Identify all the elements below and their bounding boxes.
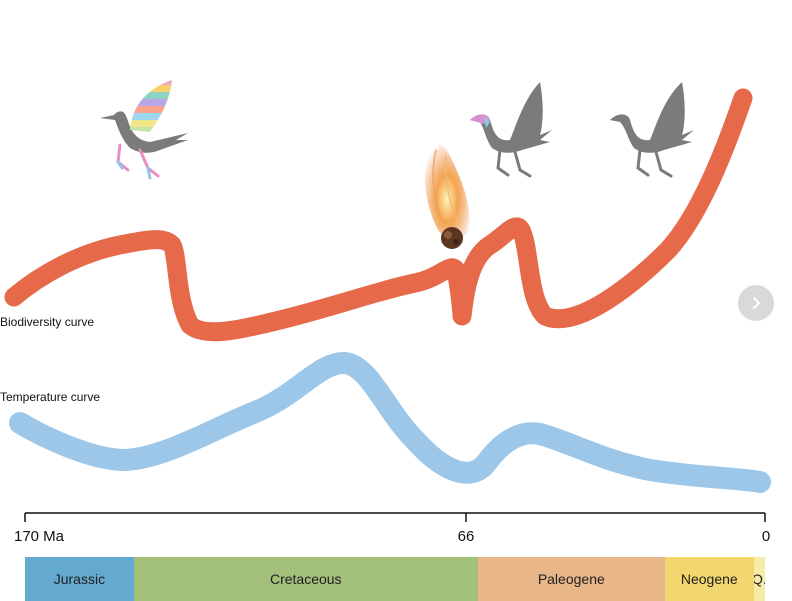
period-jurassic: Jurassic	[25, 557, 134, 601]
next-button[interactable]	[738, 285, 774, 321]
tick-label-170: 170 Ma	[13, 528, 65, 545]
gray-bird-icon	[610, 82, 694, 178]
period-neogene: Neogene	[664, 557, 754, 601]
period-paleogene: Paleogene	[477, 557, 665, 601]
meteor-icon	[424, 140, 470, 249]
temperature-curve-label: Temperature curve	[0, 390, 101, 404]
partly-colored-bird-icon	[470, 82, 552, 178]
biodiversity-curve-label: Biodiversity curve	[0, 315, 95, 329]
biodiversity-curve	[4, 88, 753, 342]
chevron-right-icon	[753, 297, 761, 309]
rainbow-bird-icon	[100, 80, 188, 180]
temperature-curve	[9, 352, 771, 493]
period-q: Q.	[753, 557, 765, 601]
tick-label-66: 66	[457, 528, 475, 545]
tick-label-0: 0	[761, 528, 771, 545]
period-cretaceous: Cretaceous	[133, 557, 478, 601]
